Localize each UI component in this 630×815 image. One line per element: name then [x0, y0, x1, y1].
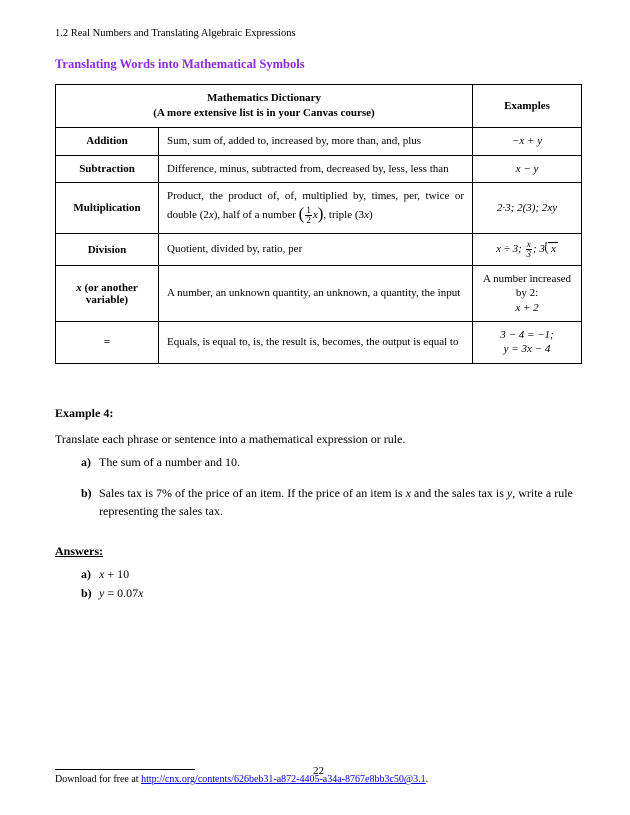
operation-cell: x (or another variable): [56, 266, 159, 322]
table-row: DivisionQuotient, divided by, ratio, per…: [56, 234, 582, 266]
example-cell: −x + y: [473, 127, 582, 155]
list-item-text: Sales tax is 7% of the price of an item.…: [99, 486, 573, 517]
answers-list: a) x + 10 b) y = 0.07x: [55, 567, 582, 601]
list-marker: a): [81, 454, 91, 471]
operation-cell: Multiplication: [56, 183, 159, 234]
description-cell: Quotient, divided by, ratio, per: [159, 234, 473, 266]
operation-cell: Subtraction: [56, 155, 159, 183]
description-cell: Product, the product of, of, multiplied …: [159, 183, 473, 234]
page-number: 22: [55, 765, 582, 777]
footer: Download for free at http://cnx.org/cont…: [55, 769, 582, 785]
list-item: b) y = 0.07x: [81, 586, 582, 601]
page-header: 1.2 Real Numbers and Translating Algebra…: [55, 28, 582, 39]
operation-cell: Addition: [56, 127, 159, 155]
example-cell: A number increased by 2:x + 2: [473, 266, 582, 322]
example-list: a) The sum of a number and 10. b) Sales tax…: [55, 454, 582, 520]
example-cell: x − y: [473, 155, 582, 183]
table-row: =Equals, is equal to, is, the result is,…: [56, 322, 582, 364]
list-marker: b): [81, 485, 92, 502]
description-cell: Sum, sum of, added to, increased by, mor…: [159, 127, 473, 155]
table-header-examples: Examples: [473, 85, 582, 128]
answer-text: y = 0.07x: [99, 586, 143, 600]
description-cell: A number, an unknown quantity, an unknow…: [159, 266, 473, 322]
answer-text: x + 10: [99, 567, 129, 581]
example-cell: x ÷ 3; x3; 3x: [473, 234, 582, 266]
example-intro: Translate each phrase or sentence into a…: [55, 431, 582, 448]
table-header-main: Mathematics Dictionary (A more extensive…: [56, 85, 473, 128]
operation-cell: Division: [56, 234, 159, 266]
example-label: Example 4:: [55, 406, 582, 421]
table-row: x (or another variable)A number, an unkn…: [56, 266, 582, 322]
table-row: SubtractionDifference, minus, subtracted…: [56, 155, 582, 183]
description-cell: Difference, minus, subtracted from, decr…: [159, 155, 473, 183]
list-marker: a): [81, 567, 91, 582]
mathematics-dictionary-table: Mathematics Dictionary (A more extensive…: [55, 84, 582, 364]
list-item: a) The sum of a number and 10.: [81, 454, 582, 471]
example-cell: 2·3; 2(3); 2xy: [473, 183, 582, 234]
section-title: Translating Words into Mathematical Symb…: [55, 57, 582, 72]
table-header-line2: (A more extensive list is in your Canvas…: [153, 107, 374, 119]
operation-cell: =: [56, 322, 159, 364]
list-item: b) Sales tax is 7% of the price of an ite…: [81, 485, 582, 520]
description-cell: Equals, is equal to, is, the result is, …: [159, 322, 473, 364]
example-cell: 3 − 4 = −1;y = 3x − 4: [473, 322, 582, 364]
table-row: AdditionSum, sum of, added to, increased…: [56, 127, 582, 155]
table-row: MultiplicationProduct, the product of, o…: [56, 183, 582, 234]
list-marker: b): [81, 586, 92, 601]
list-item-text: The sum of a number and 10.: [99, 455, 240, 469]
list-item: a) x + 10: [81, 567, 582, 582]
answers-label: Answers:: [55, 544, 582, 559]
table-header-line1: Mathematics Dictionary: [207, 92, 321, 104]
